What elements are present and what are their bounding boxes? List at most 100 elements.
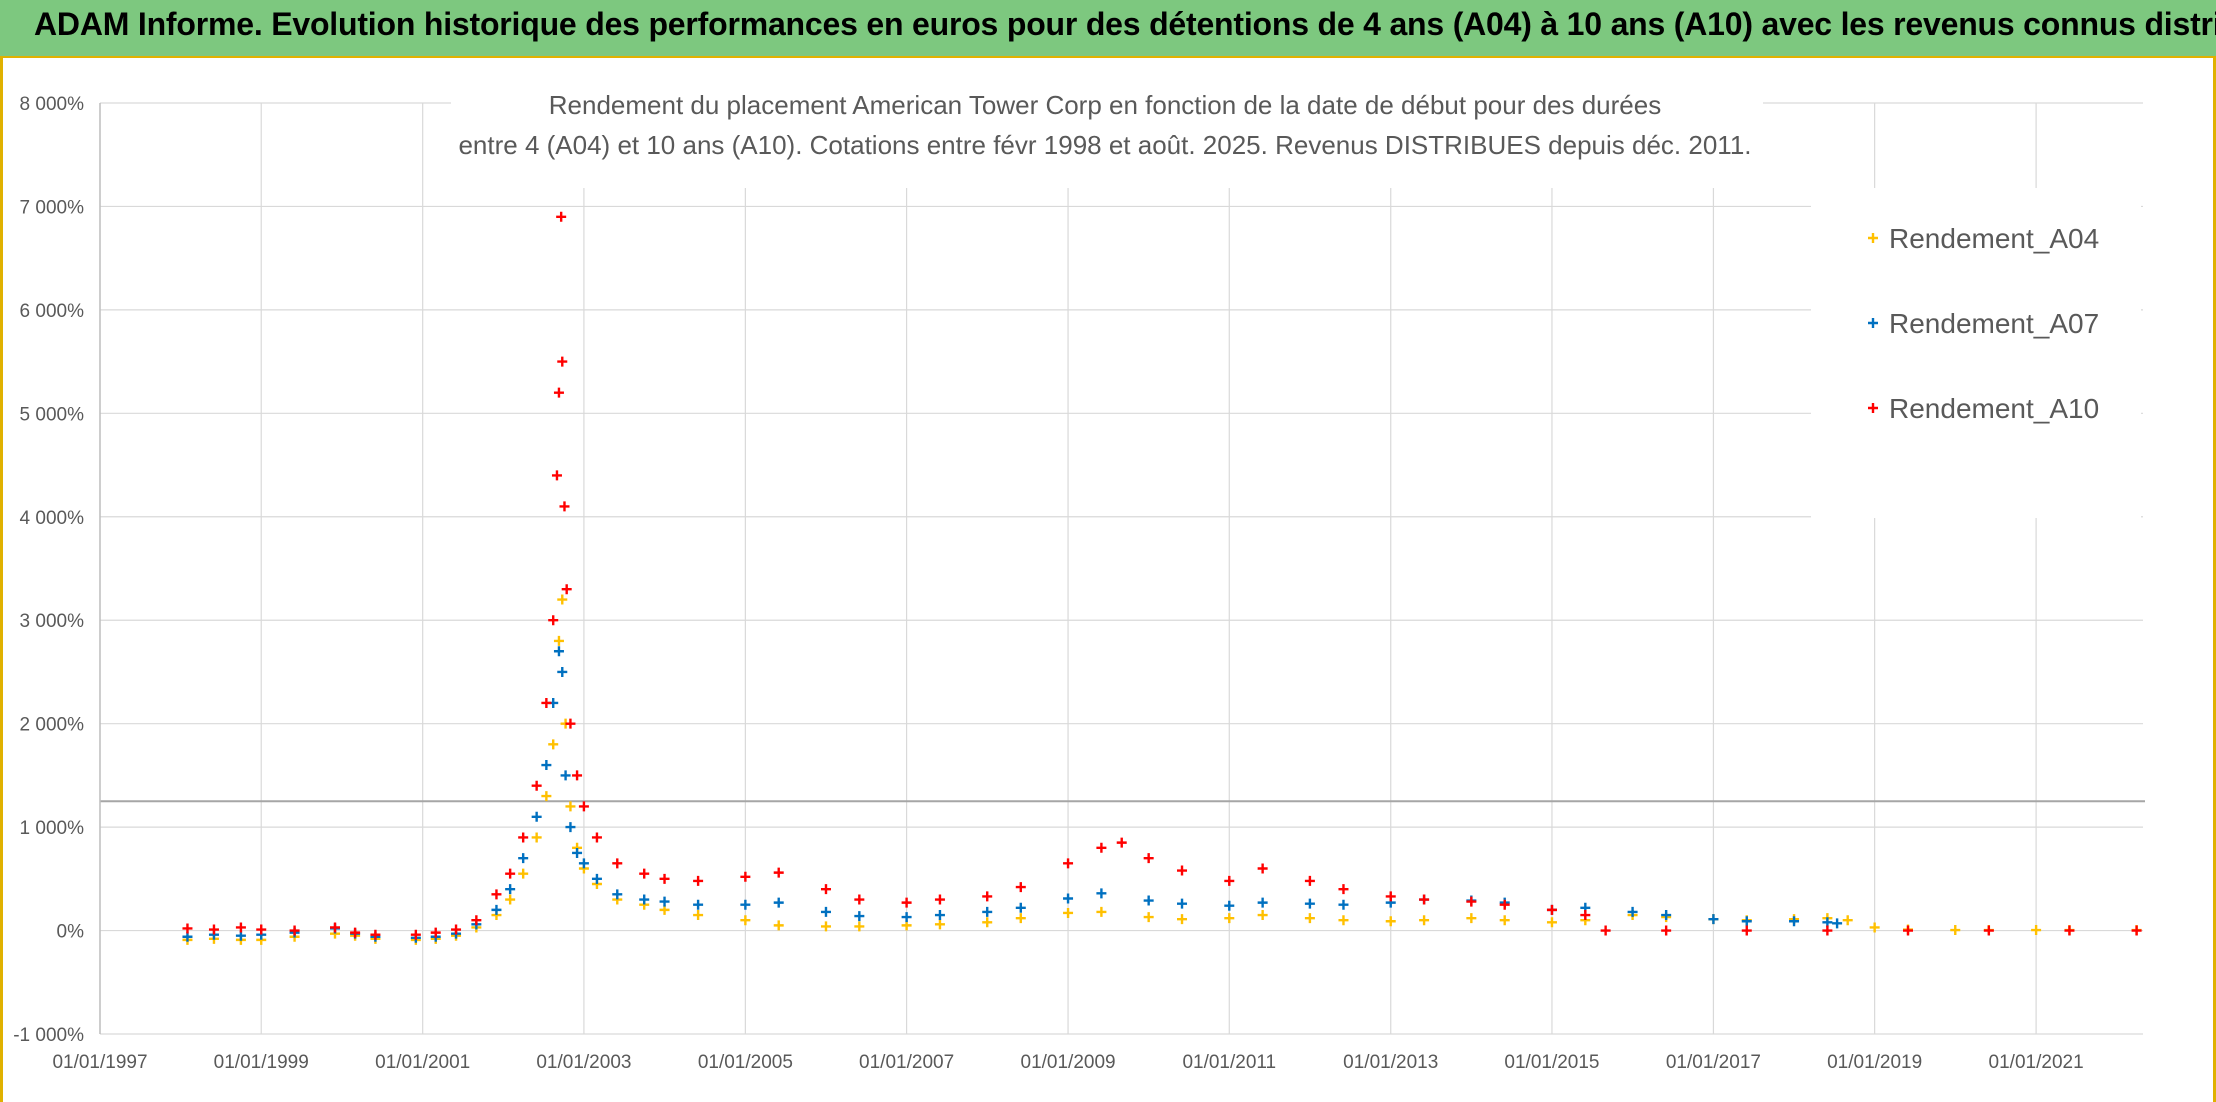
data-point (982, 906, 993, 917)
data-point (639, 868, 650, 879)
data-point (350, 927, 361, 938)
data-point (1224, 875, 1235, 886)
data-point (1869, 922, 1880, 933)
chart-title-line-2: entre 4 (A04) et 10 ans (A10). Cotations… (458, 130, 1751, 160)
x-tick-label: 01/01/2009 (1021, 1052, 1116, 1073)
data-point (1257, 897, 1268, 908)
data-point (1015, 902, 1026, 913)
data-point (591, 832, 602, 843)
data-point (1466, 913, 1477, 924)
data-point (934, 919, 945, 930)
data-point (208, 924, 219, 935)
x-tick-label: 01/01/2005 (698, 1052, 793, 1073)
data-point (639, 894, 650, 905)
y-tick-label: 2 000% (20, 715, 85, 736)
x-tick-label: 01/01/2007 (859, 1052, 954, 1073)
data-point (578, 858, 589, 869)
data-point (693, 899, 704, 910)
data-point (1419, 915, 1430, 926)
data-point (491, 889, 502, 900)
data-point (1661, 910, 1672, 921)
data-point (578, 801, 589, 812)
legend-marker (1868, 403, 1878, 413)
data-point (1708, 914, 1719, 925)
y-tick-label: 5 000% (20, 404, 85, 425)
x-tick-label: 01/01/2021 (1989, 1052, 2084, 1073)
data-point (551, 470, 562, 481)
data-point (561, 584, 572, 595)
data-point (471, 915, 482, 926)
data-point (1499, 899, 1510, 910)
x-tick-label: 01/01/2003 (536, 1052, 631, 1073)
data-point (565, 822, 576, 833)
data-point (572, 770, 583, 781)
data-point (1983, 925, 1994, 936)
data-point (560, 770, 571, 781)
legend-marker (1868, 318, 1878, 328)
data-point (820, 921, 831, 932)
data-point (982, 891, 993, 902)
data-point (1466, 896, 1477, 907)
data-point (505, 884, 516, 895)
data-point (693, 875, 704, 886)
chart-title-line-1: Rendement du placement American Tower Co… (549, 90, 1661, 120)
x-tick-label: 01/01/2015 (1504, 1052, 1599, 1073)
x-tick-label: 01/01/1997 (52, 1052, 147, 1073)
data-point (553, 387, 564, 398)
data-point (556, 211, 567, 222)
gridlines (99, 102, 2143, 1035)
data-point (1580, 910, 1591, 921)
data-point (1143, 895, 1154, 906)
data-point (557, 666, 568, 677)
data-point (256, 924, 267, 935)
y-tick-label: 6 000% (20, 301, 85, 322)
data-point (901, 897, 912, 908)
data-point (1063, 893, 1074, 904)
data-point (591, 873, 602, 884)
data-point (2131, 925, 2142, 936)
data-point (2031, 925, 2042, 936)
data-point (612, 858, 623, 869)
data-point (451, 924, 462, 935)
data-point (1419, 894, 1430, 905)
data-point (2064, 925, 2075, 936)
data-point (531, 780, 542, 791)
data-point (531, 832, 542, 843)
data-point (557, 594, 568, 605)
data-point (559, 501, 570, 512)
data-point (1385, 916, 1396, 927)
chart-title-group: Rendement du placement American Tower Co… (451, 78, 1763, 188)
data-point (1177, 898, 1188, 909)
y-tick-label: 4 000% (20, 508, 85, 529)
data-point (1950, 925, 1961, 936)
y-tick-label: 8 000% (20, 94, 85, 115)
x-tick-label: 01/01/2001 (375, 1052, 470, 1073)
data-point (1063, 858, 1074, 869)
data-point (565, 718, 576, 729)
data-point (982, 917, 993, 928)
data-point (518, 853, 529, 864)
data-point (1143, 853, 1154, 864)
data-point (553, 646, 564, 657)
data-point (1143, 912, 1154, 923)
data-point (1015, 913, 1026, 924)
data-point (548, 615, 559, 626)
data-point (934, 894, 945, 905)
data-point (1338, 915, 1349, 926)
y-tick-label: 0% (57, 922, 85, 943)
series-Rendement_A04 (182, 594, 2142, 945)
data-point (740, 871, 751, 882)
data-point (1546, 904, 1557, 915)
data-point (934, 910, 945, 921)
data-point (541, 760, 552, 771)
data-point (1015, 882, 1026, 893)
data-point (820, 906, 831, 917)
data-point (430, 927, 441, 938)
data-point (1499, 915, 1510, 926)
data-point (541, 697, 552, 708)
data-point (1304, 898, 1315, 909)
data-point (1789, 916, 1800, 927)
data-point (1096, 888, 1107, 899)
x-tick-label: 01/01/2013 (1343, 1052, 1438, 1073)
data-point (1338, 884, 1349, 895)
